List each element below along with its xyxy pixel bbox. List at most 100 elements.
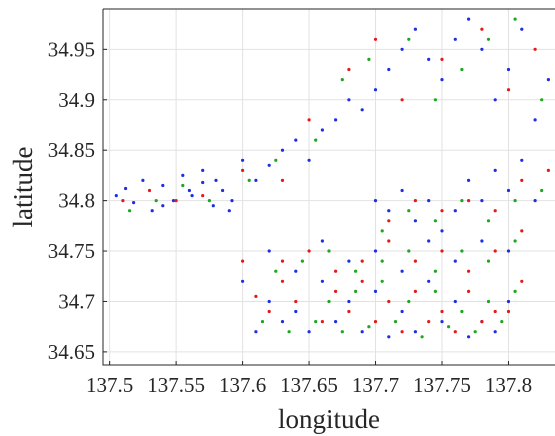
data-point — [513, 199, 517, 203]
data-point — [486, 299, 491, 304]
data-point — [128, 209, 132, 213]
x-tick-label: 137.75 — [413, 373, 471, 397]
data-point — [407, 209, 411, 213]
y-axis-label: latitude — [8, 147, 38, 228]
data-point — [460, 309, 464, 314]
data-point — [453, 299, 457, 304]
data-point — [480, 199, 484, 203]
data-point — [427, 320, 431, 324]
data-point — [387, 239, 391, 243]
data-point — [407, 249, 411, 253]
data-point — [380, 229, 384, 233]
data-point — [546, 168, 551, 172]
data-point — [280, 259, 285, 263]
axis-box — [102, 9, 555, 366]
data-point — [453, 209, 457, 213]
data-point — [340, 78, 344, 82]
data-point — [433, 98, 437, 102]
data-point — [467, 269, 471, 273]
data-point — [334, 269, 338, 273]
data-point — [174, 199, 178, 203]
data-point — [373, 199, 378, 203]
data-point — [360, 279, 364, 283]
data-point — [407, 37, 411, 41]
data-point — [320, 320, 324, 324]
data-point — [360, 330, 364, 334]
data-point — [367, 57, 371, 62]
data-point — [506, 249, 511, 253]
data-point — [480, 320, 484, 324]
data-point — [473, 330, 477, 334]
y-tick-label: 34.75 — [48, 239, 95, 263]
data-point — [294, 299, 298, 304]
data-point — [373, 88, 378, 92]
data-point — [500, 320, 504, 324]
data-point — [201, 180, 205, 185]
y-tick-label: 34.85 — [48, 138, 95, 162]
y-tick-label: 34.8 — [58, 189, 95, 213]
data-point — [354, 289, 358, 293]
data-point — [480, 27, 484, 31]
data-point — [380, 279, 384, 283]
data-point — [413, 259, 417, 263]
data-point — [506, 188, 511, 193]
data-point — [467, 17, 471, 21]
data-point — [460, 249, 464, 253]
data-point — [121, 199, 125, 203]
data-point — [314, 320, 318, 324]
data-point — [373, 37, 378, 41]
data-point — [387, 219, 391, 223]
data-point — [334, 320, 338, 324]
data-point — [207, 199, 211, 203]
x-tick-label: 137.6 — [219, 373, 266, 397]
data-point — [506, 88, 511, 92]
data-point — [294, 309, 298, 314]
data-point — [360, 259, 364, 263]
data-point — [254, 330, 258, 334]
data-point — [347, 309, 351, 314]
data-point — [486, 259, 491, 263]
data-point — [407, 299, 411, 304]
data-point — [387, 299, 391, 304]
data-point — [440, 78, 444, 82]
data-point — [433, 269, 437, 273]
data-point — [493, 249, 497, 253]
data-point — [453, 259, 457, 263]
data-point — [171, 199, 176, 203]
data-point — [161, 183, 165, 188]
data-point — [546, 78, 551, 82]
data-point — [211, 204, 215, 208]
data-point — [201, 194, 205, 198]
data-point — [334, 289, 338, 293]
data-point — [300, 259, 304, 263]
data-point — [453, 37, 457, 41]
data-point — [486, 37, 491, 41]
data-point — [294, 269, 298, 273]
data-point — [520, 279, 524, 283]
data-point — [387, 67, 391, 72]
y-ticks: 34.65 34.7 34.75 34.8 34.85 34.9 34.95 — [48, 37, 107, 364]
data-point — [493, 209, 497, 213]
data-point — [373, 320, 378, 324]
data-point — [367, 325, 371, 329]
data-point — [506, 309, 511, 314]
data-point — [400, 188, 404, 193]
data-point — [154, 199, 158, 203]
x-tick-label: 137.8 — [485, 373, 532, 397]
data-point — [360, 108, 364, 112]
data-point — [513, 17, 517, 21]
data-point — [440, 249, 444, 253]
data-point — [533, 47, 537, 51]
data-point — [520, 158, 524, 162]
data-points — [114, 17, 551, 339]
data-point — [427, 239, 431, 243]
data-point — [230, 199, 234, 203]
data-point — [267, 299, 271, 304]
data-point — [467, 199, 471, 203]
data-point — [147, 188, 152, 193]
data-point — [533, 199, 537, 203]
data-point — [347, 259, 351, 263]
data-point — [400, 47, 404, 51]
data-point — [400, 98, 404, 102]
